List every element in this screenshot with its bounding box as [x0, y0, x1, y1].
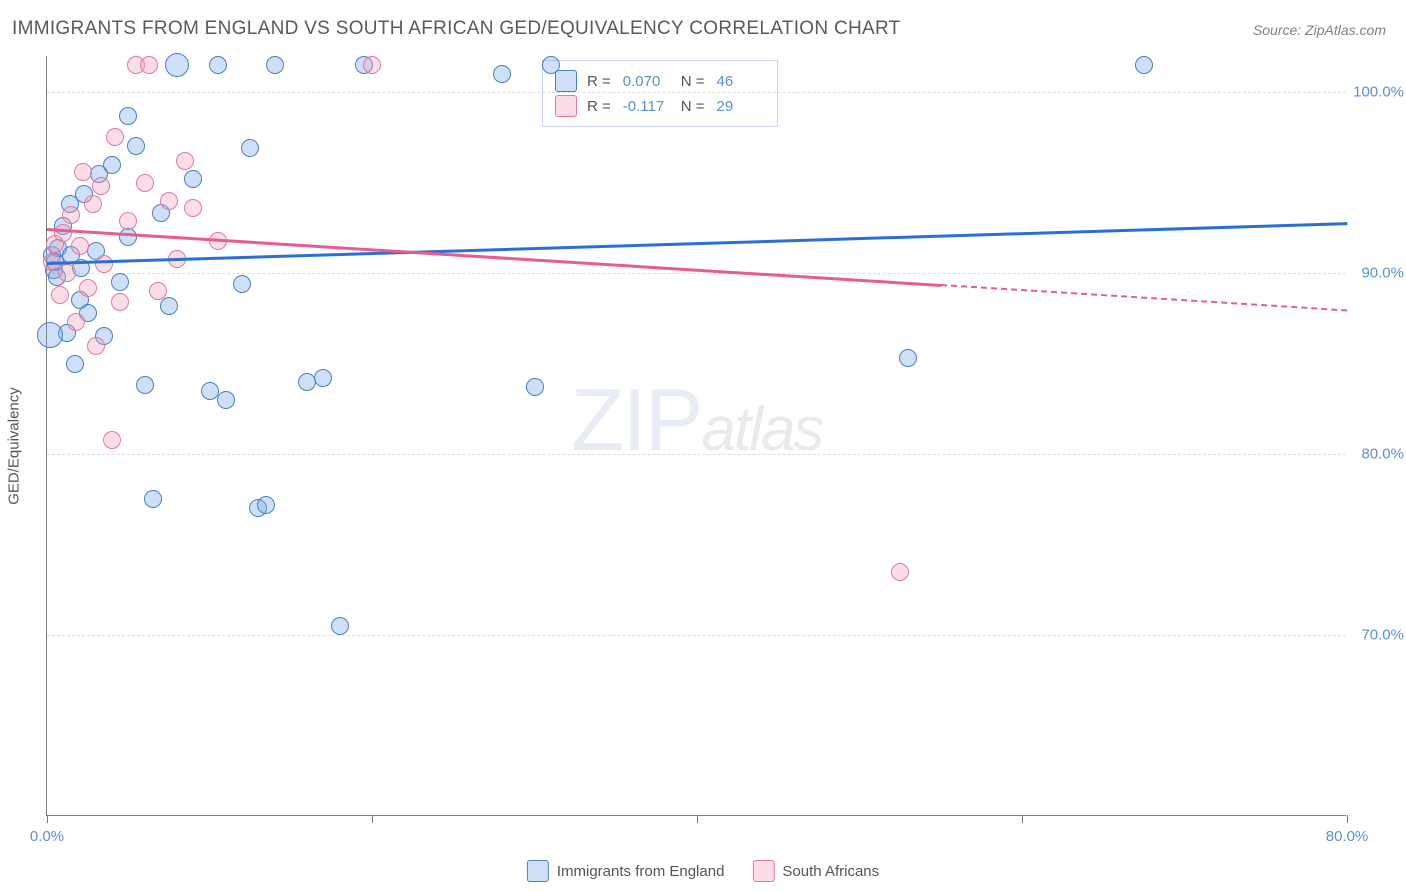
x-tick — [697, 815, 698, 823]
x-tick — [47, 815, 48, 823]
scatter-point — [209, 56, 227, 74]
y-tick-label: 90.0% — [1349, 265, 1404, 282]
scatter-point — [526, 378, 544, 396]
gridline — [47, 273, 1346, 274]
scatter-point — [95, 255, 113, 273]
stat-n-label: N = — [681, 73, 705, 90]
y-axis-label: GED/Equivalency — [6, 387, 23, 505]
scatter-point — [165, 53, 189, 77]
scatter-point — [201, 382, 219, 400]
scatter-point — [184, 170, 202, 188]
legend-item: South Africans — [752, 860, 879, 882]
stat-n-label: N = — [681, 98, 705, 115]
y-tick-label: 70.0% — [1349, 627, 1404, 644]
gridline — [47, 454, 1346, 455]
legend-label: South Africans — [782, 863, 879, 880]
watermark: ZIPatlas — [571, 369, 823, 471]
x-tick — [372, 815, 373, 823]
bottom-legend: Immigrants from England South Africans — [527, 860, 879, 882]
x-tick — [1022, 815, 1023, 823]
stats-row: R = -0.117 N = 29 — [555, 95, 765, 117]
stat-n-value: 46 — [717, 73, 765, 90]
scatter-point — [84, 195, 102, 213]
legend-swatch — [555, 95, 577, 117]
chart-title: IMMIGRANTS FROM ENGLAND VS SOUTH AFRICAN… — [12, 18, 901, 40]
scatter-point — [54, 224, 72, 242]
gridline — [47, 92, 1346, 93]
scatter-point — [233, 275, 251, 293]
scatter-point — [111, 293, 129, 311]
scatter-point — [241, 139, 259, 157]
legend-item: Immigrants from England — [527, 860, 725, 882]
scatter-point — [111, 273, 129, 291]
scatter-point — [266, 56, 284, 74]
scatter-point — [298, 373, 316, 391]
scatter-point — [62, 206, 80, 224]
scatter-point — [257, 496, 275, 514]
scatter-point — [79, 279, 97, 297]
scatter-point — [160, 297, 178, 315]
scatter-point — [136, 174, 154, 192]
scatter-point — [217, 391, 235, 409]
legend-label: Immigrants from England — [557, 863, 725, 880]
source-attribution: Source: ZipAtlas.com — [1253, 22, 1386, 38]
scatter-point — [136, 376, 154, 394]
scatter-point — [119, 228, 137, 246]
y-tick-label: 80.0% — [1349, 446, 1404, 463]
scatter-point — [67, 313, 85, 331]
stat-r-value: -0.117 — [623, 98, 671, 115]
scatter-point — [891, 563, 909, 581]
trend-line — [47, 222, 1347, 264]
trend-line-dashed — [941, 284, 1347, 311]
x-tick — [1347, 815, 1348, 823]
scatter-point — [140, 56, 158, 74]
scatter-point — [103, 431, 121, 449]
x-tick-label: 80.0% — [1326, 828, 1369, 845]
legend-swatch — [527, 860, 549, 882]
stat-r-value: 0.070 — [623, 73, 671, 90]
stat-r-label: R = — [587, 73, 611, 90]
scatter-point — [51, 286, 69, 304]
scatter-point — [37, 322, 63, 348]
scatter-point — [1135, 56, 1153, 74]
gridline — [47, 635, 1346, 636]
scatter-point — [58, 264, 76, 282]
y-tick-label: 100.0% — [1349, 84, 1404, 101]
scatter-point — [74, 163, 92, 181]
scatter-point — [331, 617, 349, 635]
stats-row: R = 0.070 N = 46 — [555, 70, 765, 92]
stat-n-value: 29 — [717, 98, 765, 115]
scatter-point — [363, 56, 381, 74]
scatter-point — [66, 355, 84, 373]
scatter-point — [119, 212, 137, 230]
scatter-point — [149, 282, 167, 300]
plot-area: ZIPatlas R = 0.070 N = 46 R = -0.117 N = 29… — [46, 56, 1346, 816]
scatter-point — [176, 152, 194, 170]
scatter-point — [119, 107, 137, 125]
legend-swatch — [555, 70, 577, 92]
scatter-point — [144, 490, 162, 508]
x-tick-label: 0.0% — [30, 828, 64, 845]
scatter-point — [71, 237, 89, 255]
stats-legend-box: R = 0.070 N = 46 R = -0.117 N = 29 — [542, 60, 778, 127]
scatter-point — [160, 192, 178, 210]
scatter-point — [87, 337, 105, 355]
scatter-point — [92, 177, 110, 195]
scatter-point — [103, 156, 121, 174]
scatter-point — [493, 65, 511, 83]
stat-r-label: R = — [587, 98, 611, 115]
scatter-point — [314, 369, 332, 387]
scatter-point — [184, 199, 202, 217]
scatter-point — [106, 128, 124, 146]
scatter-point — [127, 137, 145, 155]
scatter-point — [542, 56, 560, 74]
legend-swatch — [752, 860, 774, 882]
scatter-point — [899, 349, 917, 367]
